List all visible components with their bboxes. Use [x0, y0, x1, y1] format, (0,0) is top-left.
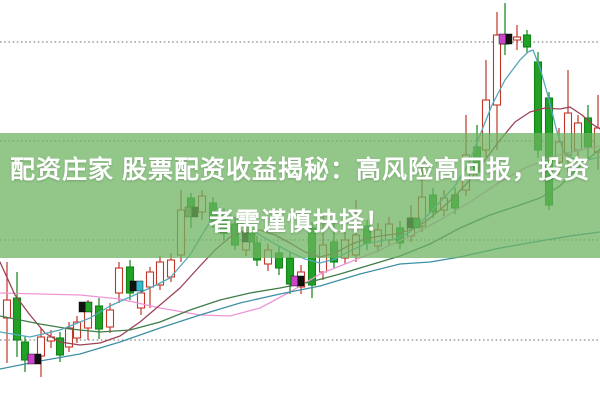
headline-line-2: 者需谨慎抉择！ — [208, 207, 391, 236]
headline-banner-overlay: 配资庄家 股票配资收益揭秘：高风险高回报，投资 者需谨慎抉择！ — [0, 133, 600, 258]
headline-line-1: 配资庄家 股票配资收益揭秘：高风险高回报，投资 — [10, 155, 590, 184]
